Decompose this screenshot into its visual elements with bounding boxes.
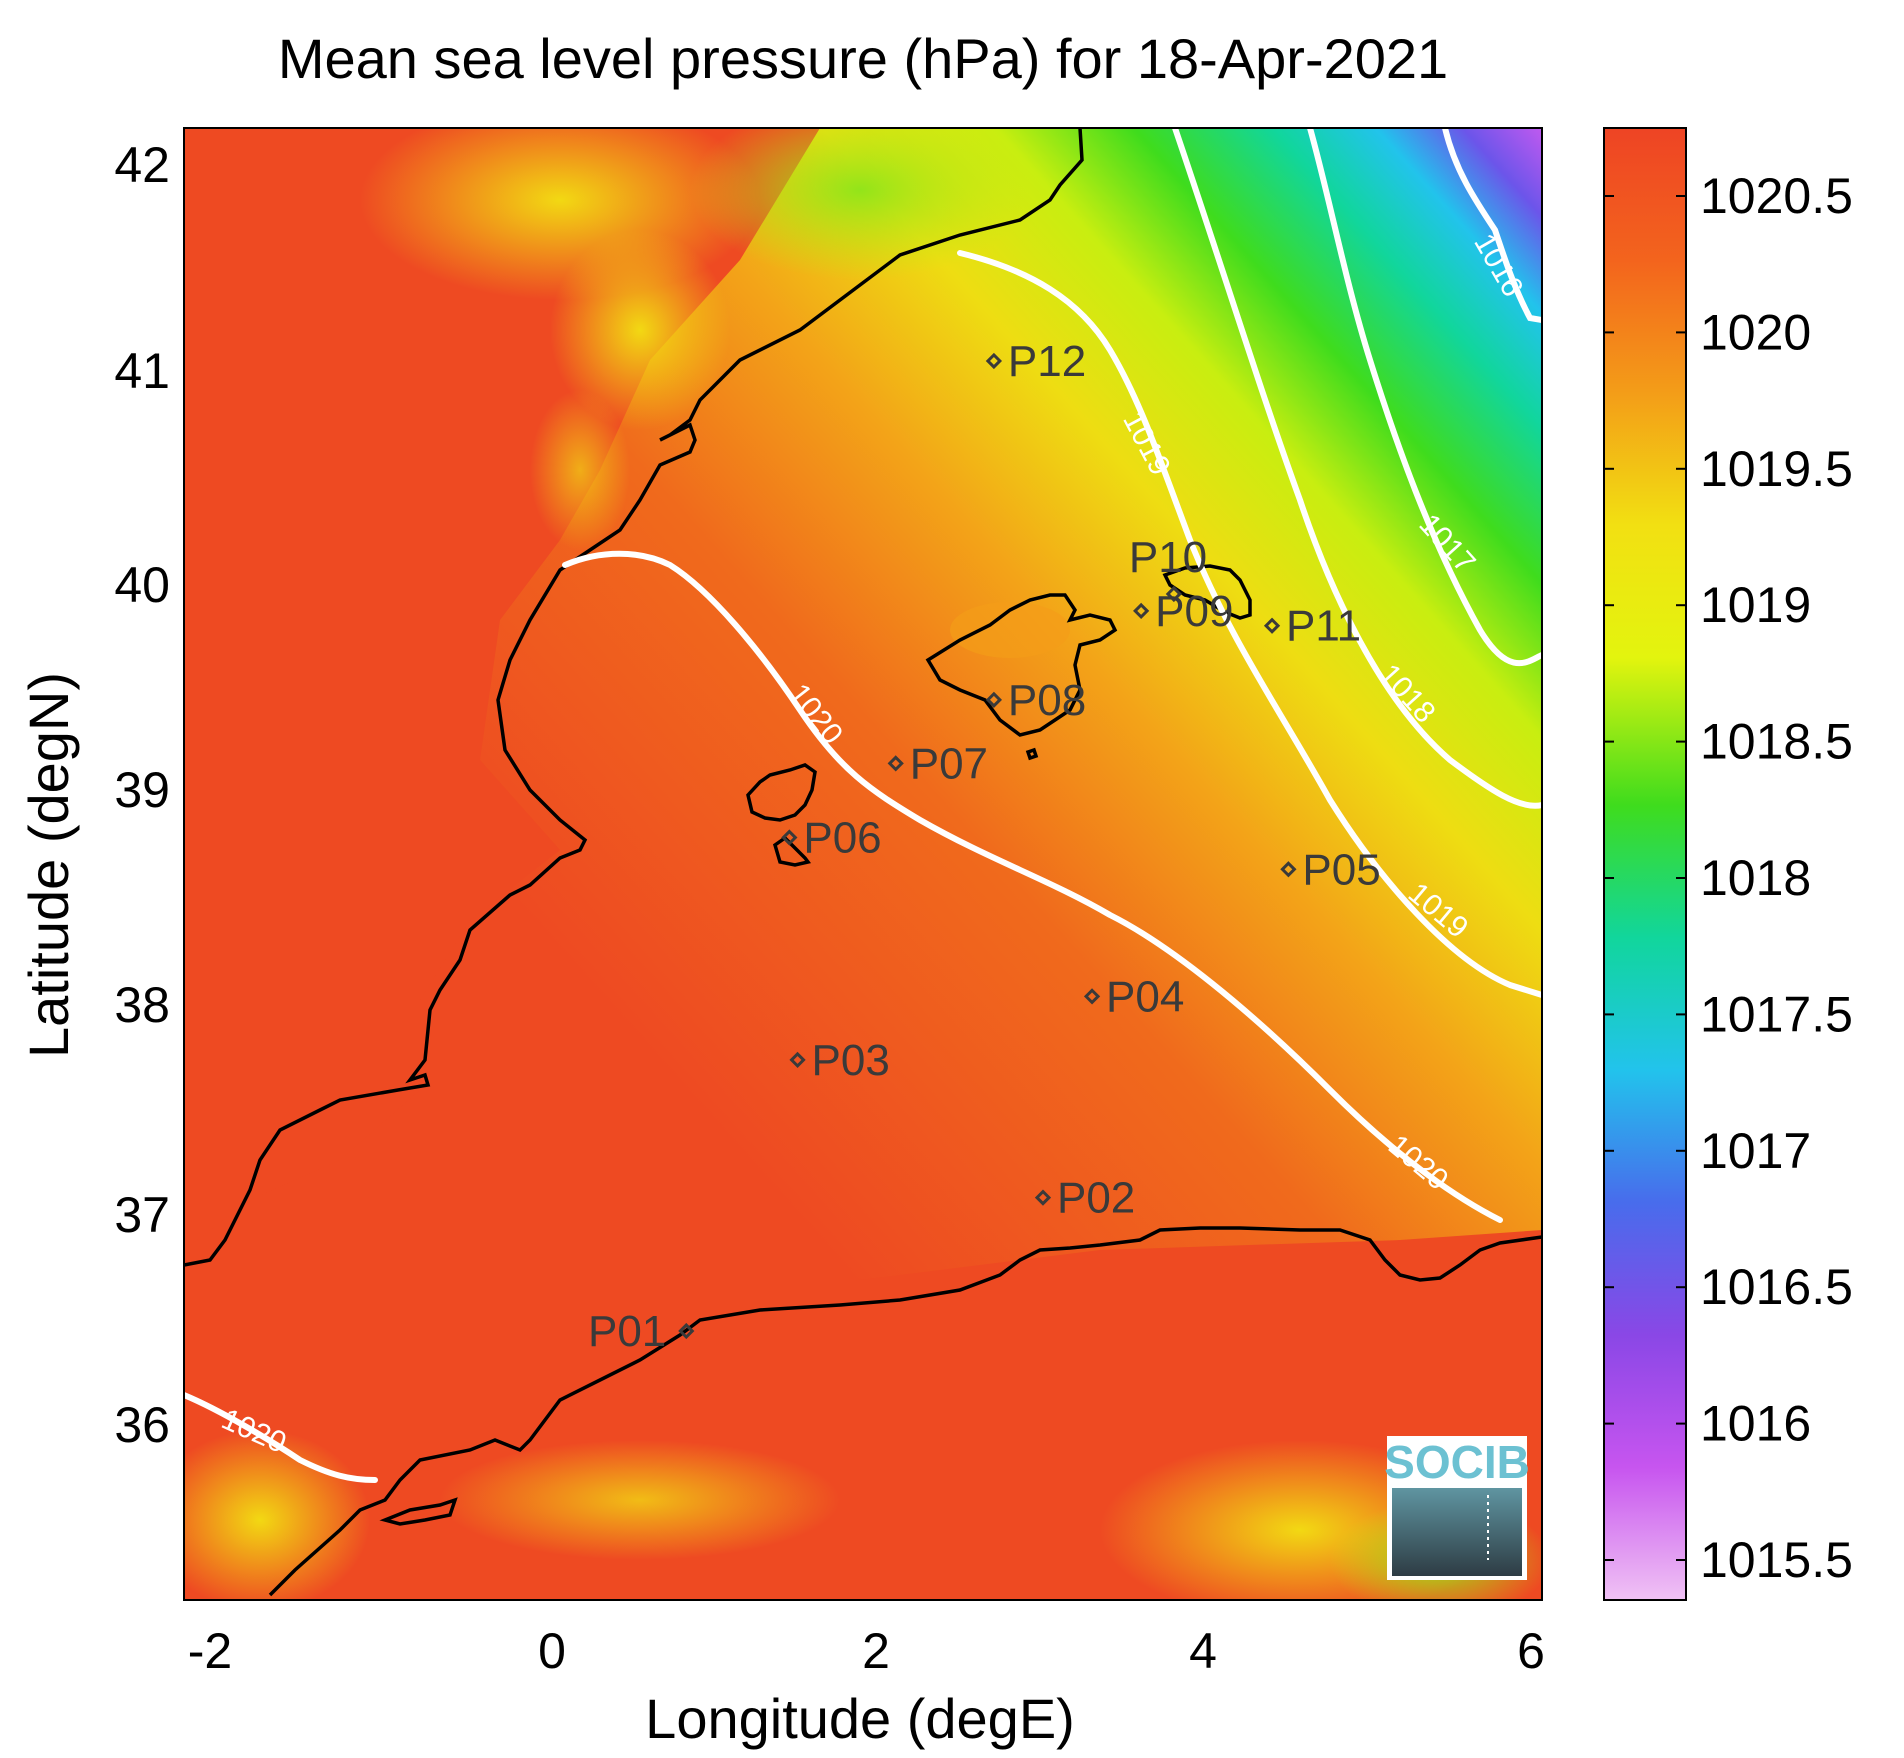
y-tick-label: 37 bbox=[114, 1187, 170, 1243]
isobar-1018 bbox=[1172, 128, 1542, 809]
isobar-1017 bbox=[1307, 128, 1542, 667]
station-label: P03 bbox=[812, 1036, 890, 1085]
figure-title: Mean sea level pressure (hPa) for 18-Apr… bbox=[278, 27, 1448, 90]
colorbar: 1020.5 1020 1019.5 1019 1018.5 1018 1017.5 1017… bbox=[1603, 127, 1853, 1601]
y-tick-label: 42 bbox=[114, 137, 170, 193]
station-marker bbox=[678, 1322, 695, 1340]
station-label: P11 bbox=[1286, 602, 1361, 651]
colorbar-gradient bbox=[1603, 127, 1687, 1601]
y-tick-label: 41 bbox=[114, 343, 170, 399]
green-terrain bbox=[690, 128, 1030, 280]
station-label: P01 bbox=[588, 1307, 666, 1356]
x-tick-label: 0 bbox=[538, 1623, 566, 1679]
y-tick-label: 36 bbox=[114, 1397, 170, 1453]
station-marker bbox=[1133, 602, 1150, 620]
x-tick-label: -2 bbox=[188, 1623, 232, 1679]
yellow-terrain bbox=[950, 602, 1070, 658]
isobar-1016 bbox=[1442, 128, 1542, 323]
colorbar-tick-label: 1017 bbox=[1700, 1123, 1811, 1179]
isobar-1020-south bbox=[184, 1392, 378, 1483]
x-tick-label: 6 bbox=[1517, 1623, 1545, 1679]
station-marker bbox=[887, 755, 904, 772]
y-axis: 42 41 40 39 38 37 36 Latitude (degN) bbox=[17, 137, 170, 1453]
colorbar-tick-label: 1016.5 bbox=[1700, 1259, 1853, 1315]
station-marker bbox=[1034, 1189, 1052, 1206]
logo-text: SOCIB bbox=[1384, 1436, 1530, 1488]
station-label: P02 bbox=[1057, 1174, 1135, 1223]
y-axis-label: Latitude (degN) bbox=[17, 672, 80, 1058]
yellow-terrain bbox=[530, 390, 630, 550]
colorbar-tick-label: 1019.5 bbox=[1700, 441, 1853, 497]
y-tick-label: 38 bbox=[114, 977, 170, 1033]
station-marker bbox=[789, 1051, 806, 1069]
island-mallorca bbox=[925, 593, 1118, 737]
yellow-terrain bbox=[550, 230, 730, 430]
station-marker bbox=[1165, 585, 1182, 603]
coastline-iberia bbox=[184, 128, 1084, 1267]
colorbar-tick-label: 1020 bbox=[1700, 304, 1811, 360]
station-label: P07 bbox=[910, 739, 988, 788]
x-tick-label: 2 bbox=[862, 1623, 890, 1679]
station-label: P04 bbox=[1106, 972, 1184, 1021]
station-marker bbox=[1263, 617, 1281, 634]
x-axis-label: Longitude (degE) bbox=[645, 1687, 1075, 1750]
station-label: P12 bbox=[1008, 337, 1086, 386]
station-label: P08 bbox=[1008, 676, 1086, 725]
colorbar-tick-label: 1018 bbox=[1700, 850, 1811, 906]
colorbar-tick-label: 1015.5 bbox=[1700, 1532, 1853, 1588]
colorbar-tick-label: 1018.5 bbox=[1700, 714, 1853, 770]
station-marker bbox=[1280, 861, 1297, 878]
colorbar-ticks: 1020.5 1020 1019.5 1019 1018.5 1018 1017.5 1017… bbox=[1604, 168, 1853, 1588]
y-tick-label: 39 bbox=[114, 762, 170, 818]
colorbar-tick-label: 1019 bbox=[1700, 577, 1811, 633]
island-ibiza bbox=[746, 763, 817, 822]
yellow-terrain bbox=[440, 1440, 840, 1560]
coastline-ceuta bbox=[379, 1497, 458, 1526]
station-label: P06 bbox=[803, 814, 881, 863]
colorbar-tick-label: 1016 bbox=[1700, 1396, 1811, 1452]
isobars bbox=[184, 128, 1542, 1483]
x-axis: -2 0 2 4 6 Longitude (degE) bbox=[184, 1599, 1545, 1750]
island-menorca bbox=[1162, 564, 1252, 620]
y-tick-label: 40 bbox=[114, 557, 170, 613]
island-cabrera bbox=[1025, 747, 1039, 761]
station-marker bbox=[781, 829, 798, 846]
isobar-1020 bbox=[562, 550, 1503, 1223]
station-label: P05 bbox=[1302, 845, 1380, 894]
isobar-1019-north bbox=[957, 250, 1542, 998]
plot-area bbox=[184, 128, 1542, 1600]
station-marker bbox=[985, 352, 1003, 370]
station-label: P10 bbox=[1129, 533, 1207, 582]
x-tick-label: 4 bbox=[1189, 1623, 1217, 1679]
station-marker bbox=[985, 691, 1003, 708]
station-marker bbox=[1083, 988, 1101, 1005]
socib-logo: SOCIB bbox=[1384, 1436, 1530, 1580]
spain-pressure-field bbox=[184, 128, 820, 1250]
colorbar-tick-label: 1017.5 bbox=[1700, 986, 1853, 1042]
colorbar-tick-label: 1020.5 bbox=[1700, 168, 1853, 224]
coastline-africa bbox=[268, 1226, 1542, 1597]
